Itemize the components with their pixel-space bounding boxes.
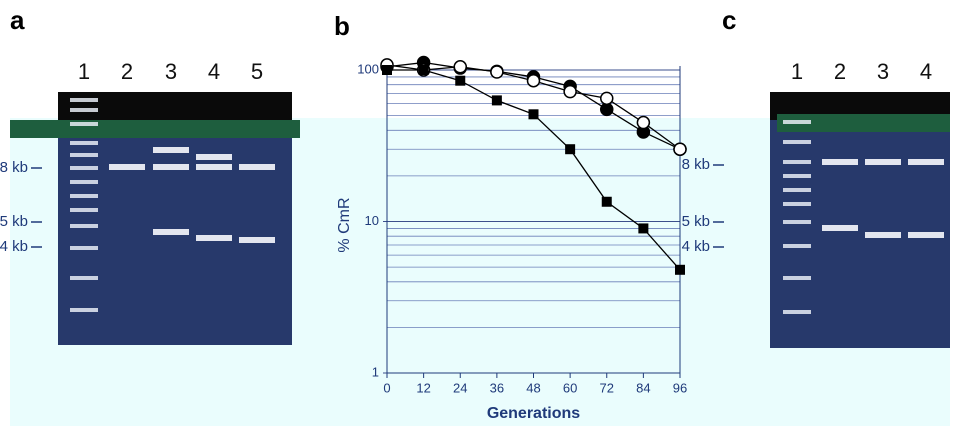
ladder-band [70, 122, 98, 126]
ladder-band [70, 98, 98, 102]
x-tick-label: 36 [490, 380, 504, 395]
marker [382, 65, 392, 75]
ladder-band [70, 180, 98, 184]
y-tick-label: 100 [357, 61, 379, 76]
dna-band [153, 229, 189, 235]
marker [673, 142, 687, 156]
lane-label: 4 [208, 59, 220, 84]
ladder-band [783, 174, 811, 178]
x-tick-label: 60 [563, 380, 577, 395]
marker [490, 65, 504, 79]
ladder-band [70, 246, 98, 250]
dna-band [865, 232, 901, 238]
gel-top [58, 92, 292, 120]
dna-band [908, 232, 944, 238]
ladder-band [783, 188, 811, 192]
dna-band [908, 159, 944, 165]
x-tick-label: 96 [673, 380, 687, 395]
ladder-band [70, 141, 98, 145]
marker [418, 65, 429, 75]
dna-band [822, 225, 858, 231]
ladder-band [70, 194, 98, 198]
panel-label: b [334, 11, 350, 41]
marker [638, 223, 649, 234]
x-tick-label: 48 [526, 380, 540, 395]
dna-band [109, 164, 145, 170]
dna-band [865, 159, 901, 165]
ladder-band [70, 153, 98, 157]
dna-band [239, 237, 275, 243]
lane-label: 4 [920, 59, 932, 84]
marker [563, 84, 577, 99]
ladder-band [70, 208, 98, 212]
ladder-band [783, 310, 811, 314]
marker [491, 95, 502, 106]
dna-band [196, 235, 232, 241]
ladder-band [70, 108, 98, 112]
x-axis-title: Generations [487, 405, 580, 422]
ladder-band [783, 244, 811, 248]
lane-label: 1 [78, 59, 90, 84]
ladder-band [783, 140, 811, 144]
marker [600, 102, 614, 117]
marker [453, 60, 467, 74]
marker [675, 264, 685, 275]
ladder-band [783, 202, 811, 206]
x-tick-label: 72 [600, 380, 614, 395]
ladder-band [783, 160, 811, 164]
x-tick-label: 0 [383, 380, 390, 395]
ladder-band [70, 276, 98, 280]
size-label: 8 kb [0, 159, 28, 176]
lane-label: 3 [877, 59, 889, 84]
panel-label: a [10, 5, 25, 35]
y-tick-label: 1 [372, 364, 379, 379]
marker [565, 144, 576, 155]
band-strip [10, 120, 300, 138]
lane-label: 2 [834, 59, 846, 84]
size-label: 5 kb [682, 213, 710, 230]
marker [455, 75, 466, 86]
size-label: 4 kb [0, 238, 28, 255]
marker [600, 91, 614, 106]
band-strip [777, 114, 950, 132]
ladder-band [783, 120, 811, 124]
panel-label: c [722, 5, 736, 35]
ladder-band [70, 166, 98, 170]
lane-label: 1 [791, 59, 803, 84]
ladder-band [783, 276, 811, 280]
marker [601, 196, 612, 207]
ladder-band [70, 308, 98, 312]
ladder-band [783, 220, 811, 224]
size-label: 5 kb [0, 213, 28, 230]
dna-band [153, 147, 189, 153]
marker [526, 73, 541, 88]
dna-band [196, 164, 232, 170]
marker [636, 115, 651, 130]
size-label: 8 kb [682, 156, 710, 173]
marker [528, 109, 539, 120]
gel-a [10, 92, 300, 345]
lane-label: 2 [121, 59, 133, 84]
lane-label: 5 [251, 59, 263, 84]
ladder-band [70, 224, 98, 228]
dna-band [153, 164, 189, 170]
lane-label: 3 [165, 59, 177, 84]
x-tick-label: 24 [453, 380, 467, 395]
dna-band [822, 159, 858, 165]
size-label: 4 kb [682, 238, 710, 255]
dna-band [239, 164, 275, 170]
y-axis-title: % CmR [336, 197, 353, 252]
x-tick-label: 84 [636, 380, 650, 395]
dna-band [196, 154, 232, 160]
x-tick-label: 12 [416, 380, 430, 395]
y-tick-label: 10 [365, 213, 379, 228]
